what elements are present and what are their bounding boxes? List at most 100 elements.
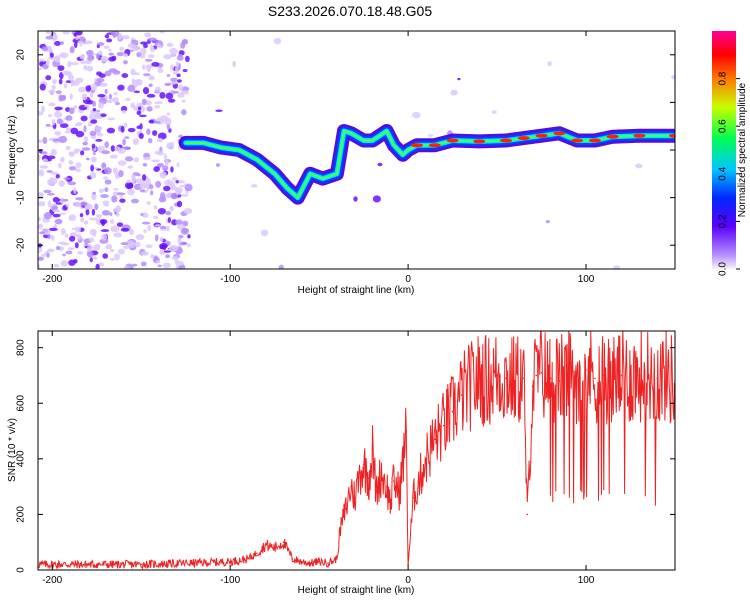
snr-x-tick-label: -200 bbox=[42, 575, 62, 586]
spectrogram-noise-speck bbox=[140, 261, 147, 267]
spectrogram-noise-speck bbox=[154, 150, 164, 155]
spectrogram-noise-speck bbox=[62, 198, 69, 202]
spectrogram-noise-speck bbox=[117, 84, 125, 91]
spectrogram-noise-speck bbox=[144, 58, 153, 62]
spectrogram-noise-speck bbox=[156, 43, 162, 48]
spectrogram-noise-speck bbox=[90, 83, 98, 91]
spectrogram-noise-speck bbox=[177, 237, 182, 244]
spectrogram-hotspot bbox=[499, 138, 512, 143]
spectrogram-noise-speck bbox=[148, 119, 155, 124]
snr-point bbox=[273, 546, 276, 549]
spectrogram-noise-speck bbox=[69, 93, 73, 100]
spectrogram-noise-speck bbox=[53, 224, 58, 230]
spectrogram-noise-speck bbox=[95, 263, 100, 269]
spectrogram-noise-speck bbox=[38, 245, 43, 254]
spectrogram-noise-speck bbox=[120, 105, 128, 112]
spectrogram-noise-speck bbox=[67, 60, 72, 68]
spectrogram-noise-speck bbox=[176, 200, 183, 208]
colorbar-label: Normalized spectral amplitude bbox=[737, 82, 748, 217]
spectrogram-y-tick-label: 10 bbox=[16, 96, 27, 108]
colorbar-tick-label: 0.4 bbox=[718, 166, 729, 180]
spectrogram-noise-speck bbox=[163, 250, 172, 253]
spectrogram-noise-speck bbox=[140, 41, 149, 45]
spectrogram-noise-speck bbox=[81, 238, 85, 242]
spectrogram-noise-speck bbox=[141, 174, 147, 181]
spectrogram-noise-speck bbox=[65, 250, 73, 255]
spectrogram-noise-speck bbox=[154, 86, 161, 94]
spectrogram-noise-speck bbox=[75, 77, 84, 83]
snr-y-tick-label: 0 bbox=[16, 567, 27, 573]
spectrogram-noise-speck bbox=[165, 92, 174, 100]
snr-point bbox=[87, 563, 89, 566]
spectrogram-noise-speck bbox=[120, 242, 130, 246]
spectrogram-noise-speck bbox=[100, 113, 107, 118]
spectrogram-noise-speck bbox=[80, 201, 88, 207]
snr-point bbox=[540, 371, 543, 374]
spectrogram-noise-speck bbox=[124, 122, 128, 128]
spectrogram-noise-speck bbox=[142, 86, 150, 95]
spectrogram-hotspot bbox=[633, 133, 646, 138]
spectrogram-noise-speck bbox=[81, 93, 88, 101]
spectrogram-noise-speck bbox=[112, 207, 121, 213]
spectrogram-noise-speck bbox=[92, 191, 97, 195]
spectrogram-noise-speck bbox=[89, 171, 97, 179]
spectrogram-noise-speck bbox=[94, 203, 99, 211]
spectrogram-noise-speck bbox=[86, 49, 94, 57]
spectrogram-noise-speck bbox=[120, 125, 125, 133]
spectrogram-noise-speck bbox=[94, 167, 98, 170]
spectrogram-noise-speck bbox=[39, 83, 46, 91]
spectrogram-noise-speck bbox=[166, 112, 171, 116]
spectrogram-noise-speck bbox=[175, 61, 180, 67]
spectrogram-noise-speck bbox=[119, 46, 124, 51]
spectrogram-noise-speck bbox=[91, 143, 96, 149]
spectrogram-noise-speck bbox=[112, 33, 117, 39]
spectrogram-noise-speck bbox=[111, 97, 120, 103]
spectrogram-noise-speck bbox=[68, 214, 76, 222]
spectrogram-noise-speck bbox=[122, 245, 129, 250]
spectrogram-noise-speck bbox=[136, 80, 143, 86]
snr-point bbox=[585, 369, 587, 371]
spectrogram-noise-speck bbox=[49, 177, 53, 185]
spectrogram-noise-speck bbox=[110, 218, 115, 225]
spectrogram-noise-speck bbox=[65, 145, 71, 151]
spectrogram-x-ticks: -200 -100 0 100 bbox=[42, 31, 595, 285]
snr-point bbox=[433, 438, 436, 441]
snr-point bbox=[291, 558, 294, 560]
spectrogram-noise-speck bbox=[52, 138, 60, 142]
spectrogram-noise-speck bbox=[136, 102, 144, 107]
spectrogram-noise-speck bbox=[179, 184, 185, 188]
spectrogram-noise-speck bbox=[178, 179, 186, 184]
spectrogram-noise-speck bbox=[73, 259, 78, 264]
spectrogram-noise-speck bbox=[185, 55, 190, 63]
spectrogram-noise-speck bbox=[142, 156, 152, 161]
spectrogram-noise-speck bbox=[67, 181, 77, 186]
spectrogram-noise-speck bbox=[48, 227, 58, 232]
spectrogram-noise-speck bbox=[127, 85, 136, 92]
spectrogram-noise-speck bbox=[79, 40, 83, 47]
spectrogram-noise-speck bbox=[65, 203, 70, 208]
spectrogram-noise-speck bbox=[166, 142, 171, 149]
spectrogram-noise-speck bbox=[57, 65, 65, 71]
figure-title: S233.2026.070.18.48.G05 bbox=[268, 3, 432, 19]
spectrogram-noise-speck bbox=[107, 117, 116, 121]
spectrogram-noise-speck bbox=[59, 156, 65, 163]
spectrogram-noise-speck bbox=[65, 115, 73, 121]
spectrogram-noise-speck bbox=[80, 115, 88, 122]
snr-y-tick-label: 200 bbox=[16, 506, 27, 523]
snr-x-tick-label: -100 bbox=[220, 575, 240, 586]
spectrogram-noise-speck bbox=[127, 188, 135, 196]
spectrogram-noise-speck bbox=[101, 150, 111, 155]
spectrogram-noise-speck bbox=[92, 108, 97, 112]
spectrogram-noise-speck bbox=[73, 148, 79, 154]
spectrogram-noise-speck bbox=[52, 79, 57, 85]
spectrogram-noise-speck bbox=[139, 183, 148, 189]
spectrogram-noise-speck bbox=[68, 235, 76, 242]
spectrogram-noise-speck bbox=[491, 110, 497, 114]
colorbar: 0.0 0.2 0.4 0.6 0.8 Normalized spectral ampl… bbox=[712, 31, 748, 276]
snr-y-tick-label: 800 bbox=[16, 339, 27, 356]
spectrogram-noise-speck bbox=[162, 262, 171, 269]
spectrogram-noise-speck bbox=[154, 234, 159, 242]
spectrogram-noise-speck bbox=[178, 265, 182, 269]
snr-point bbox=[345, 508, 347, 510]
spectrogram-noise-speck bbox=[73, 41, 78, 49]
